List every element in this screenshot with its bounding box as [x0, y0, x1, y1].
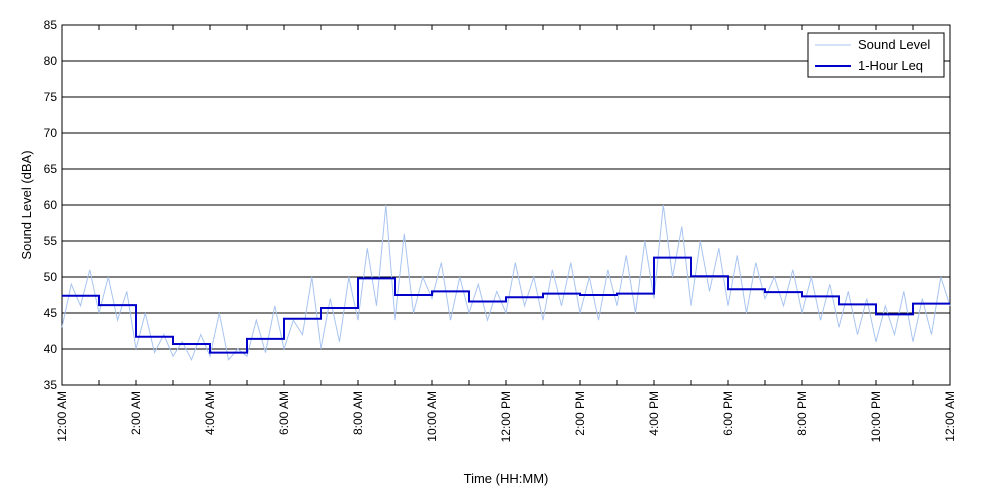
- x-tick-label: 2:00 PM: [573, 391, 587, 436]
- x-tick-label: 8:00 PM: [795, 391, 809, 436]
- x-tick-label: 12:00 PM: [499, 391, 513, 442]
- y-tick-label: 70: [44, 126, 58, 140]
- series-sound-level-line: [61, 204, 951, 362]
- y-tick-label: 35: [44, 378, 58, 392]
- x-tick-label: 8:00 AM: [351, 391, 365, 435]
- x-tick-label: 6:00 PM: [721, 391, 735, 436]
- y-tick-label: 80: [44, 54, 58, 68]
- y-tick-label: 65: [44, 162, 58, 176]
- x-axis-title: Time (HH:MM): [464, 471, 549, 486]
- legend-label-sound-level: Sound Level: [858, 37, 930, 52]
- y-axis-title: Sound Level (dBA): [19, 150, 34, 259]
- y-tick-label: 75: [44, 90, 58, 104]
- x-tick-label: 4:00 PM: [647, 391, 661, 436]
- legend: Sound Level 1-Hour Leq: [807, 32, 945, 78]
- x-tick-label: 6:00 AM: [277, 391, 291, 435]
- y-tick-label: 60: [44, 198, 58, 212]
- x-tick-label: 12:00 AM: [55, 391, 69, 442]
- x-tick-label: 4:00 AM: [203, 391, 217, 435]
- y-axis-ticks: 35 40 45 50 55 60 65 70 75 80 85: [44, 18, 950, 392]
- x-tick-label: 10:00 AM: [425, 391, 439, 442]
- x-tick-label: 2:00 AM: [129, 391, 143, 435]
- x-tick-label: 10:00 PM: [869, 391, 883, 442]
- x-axis-ticks: 12:00 AM 2:00 AM 4:00 AM 6:00 AM 8:00 AM 10:0…: [55, 25, 957, 442]
- x-tick-label: 12:00 AM: [943, 391, 957, 442]
- y-tick-label: 55: [44, 234, 58, 248]
- series-1-hour-leq-step: [62, 256, 950, 354]
- y-tick-label: 40: [44, 342, 58, 356]
- y-tick-label: 85: [44, 18, 58, 32]
- legend-label-1-hour-leq: 1-Hour Leq: [858, 58, 923, 73]
- y-tick-label: 45: [44, 306, 58, 320]
- y-tick-label: 50: [44, 270, 58, 284]
- legend-box: [807, 32, 945, 78]
- series-layer: [61, 204, 951, 362]
